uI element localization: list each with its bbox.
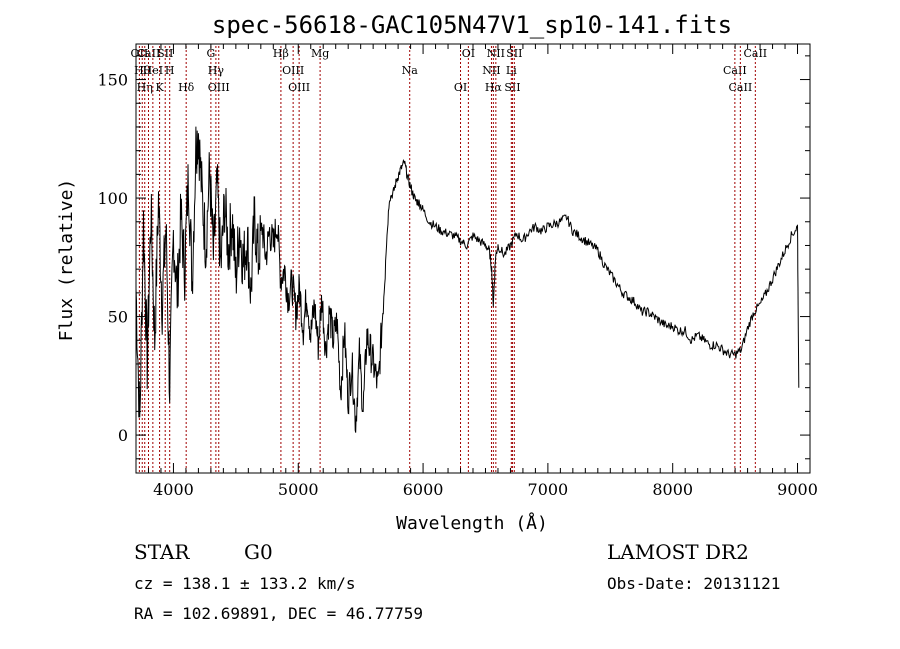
line-marker-label: SII — [504, 81, 520, 94]
line-markers: OII Hθ Hη CaII HeI K SII HHδ G Hγ OIII Hβ OIII OIII Mg… — [131, 46, 767, 473]
line-marker-label: G — [206, 47, 215, 60]
y-tick-label: 50 — [108, 308, 128, 327]
x-tick-label: 9000 — [777, 480, 818, 499]
line-marker-label: NII — [487, 47, 505, 60]
y-axis-label: Flux (relative) — [56, 179, 77, 342]
line-marker-label: OIII — [282, 64, 304, 77]
survey-name: LAMOST DR2 — [607, 540, 749, 564]
line-marker-label: Hη — [137, 81, 153, 94]
line-marker-label: Li — [506, 64, 517, 77]
spectrum-line — [135, 126, 800, 433]
x-axis-ticks: 4000 5000 6000 7000 8000 9000 — [135, 44, 818, 499]
line-marker-label: Hδ — [178, 81, 195, 94]
line-marker-label: Hγ — [208, 64, 225, 77]
line-marker-label: Hβ — [273, 47, 289, 60]
line-marker-label: Hα — [485, 81, 503, 94]
line-marker-label: OIII — [288, 81, 310, 94]
line-marker-label: SII — [506, 47, 522, 60]
spectral-subclass: G0 — [244, 540, 273, 564]
observation-date: Obs-Date: 20131121 — [607, 574, 781, 593]
x-axis-label: Wavelength (Å) — [396, 512, 548, 534]
y-tick-label: 0 — [118, 426, 128, 445]
y-axis-ticks: 0 50 100 150 — [97, 55, 810, 460]
line-marker-label: HeI — [143, 64, 163, 77]
line-marker-label: OI — [454, 81, 467, 94]
sky-coordinates: RA = 102.69891, DEC = 46.77759 — [134, 604, 423, 623]
chart-title: spec-56618-GAC105N47V1_sp10-141.fits — [212, 11, 732, 39]
line-marker-label: CaII — [743, 47, 767, 60]
line-marker-label: OIII — [208, 81, 230, 94]
line-marker-label: H — [165, 64, 175, 77]
line-marker-label: OII — [131, 47, 149, 60]
x-tick-label: 6000 — [403, 480, 444, 499]
line-marker-label: SII — [157, 47, 173, 60]
line-marker-label: Hθ — [134, 64, 151, 77]
line-marker-label: OI — [462, 47, 475, 60]
x-tick-label: 8000 — [652, 480, 693, 499]
x-tick-label: 5000 — [278, 480, 319, 499]
line-marker-label: NII — [482, 64, 500, 77]
line-marker-label: CaII — [729, 81, 753, 94]
line-marker-label: K — [155, 81, 164, 94]
line-marker-label: CaII — [137, 47, 161, 60]
line-marker-label: Mg — [311, 47, 329, 60]
x-tick-label: 4000 — [153, 480, 194, 499]
line-marker-label: Na — [402, 64, 419, 77]
object-type: STAR — [134, 540, 190, 564]
x-tick-label: 7000 — [528, 480, 569, 499]
redshift-velocity: cz = 138.1 ± 133.2 km/s — [134, 574, 356, 593]
y-tick-label: 100 — [97, 189, 128, 208]
line-marker-label: CaII — [723, 64, 747, 77]
y-tick-label: 150 — [97, 71, 128, 90]
